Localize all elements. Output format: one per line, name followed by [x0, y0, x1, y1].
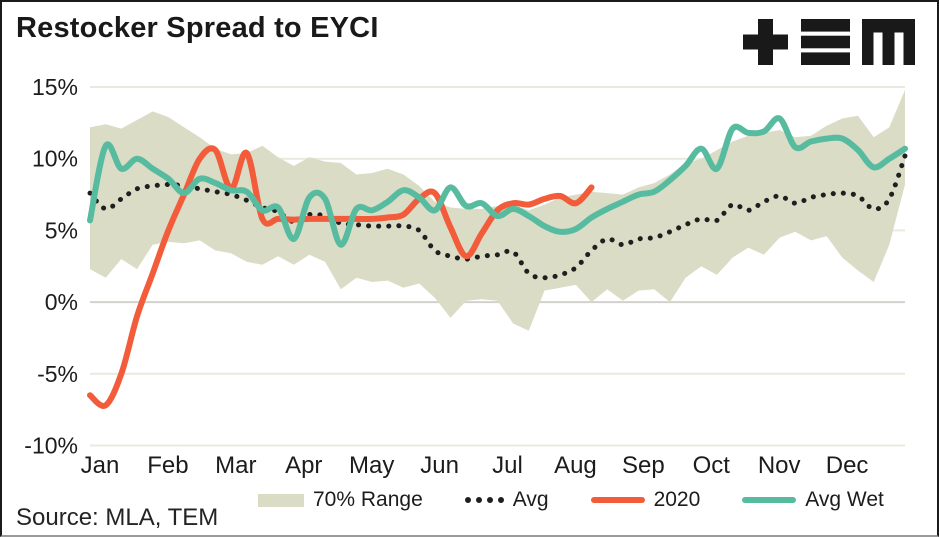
spread-chart: 15% 10% 5% 0% -5% -10%Jan Feb Mar Apr May Jun Jul Au…: [24, 74, 908, 479]
legend-item-range: 70% Range: [258, 488, 423, 512]
x-tick-label: Nov: [758, 452, 801, 479]
x-tick-label: May: [349, 452, 394, 479]
y-tick-label: -10%: [24, 433, 78, 459]
tem-logo: [743, 19, 915, 65]
x-tick-label: Jan: [81, 452, 120, 479]
legend-item-avgwet: Avg Wet: [742, 488, 884, 512]
range-swatch-icon: [258, 493, 304, 507]
legend-item-avg: Avg: [464, 488, 549, 512]
page-title: Restocker Spread to EYCI: [16, 12, 379, 44]
logo-m-icon: [862, 19, 915, 65]
legend-label: 70% Range: [313, 488, 423, 511]
y-tick-label: 15%: [32, 74, 78, 100]
line-2020: [87, 145, 595, 409]
legend-item-2020: 2020: [590, 488, 701, 512]
x-tick-label: Apr: [285, 452, 322, 479]
x-tick-label: Feb: [147, 452, 188, 479]
logo-bars-icon: [801, 19, 850, 65]
y-tick-label: -5%: [37, 361, 78, 387]
x-tick-label: Jul: [492, 452, 523, 479]
logo-plus-icon: [743, 19, 788, 65]
legend-label: Avg: [512, 488, 549, 511]
legend-label: Avg Wet: [805, 488, 884, 511]
y-tick-label: 5%: [45, 217, 78, 243]
x-tick-label: Aug: [554, 452, 597, 479]
legend-label: 2020: [653, 488, 701, 511]
avg-line: [87, 153, 908, 281]
dotted-line-icon: [464, 497, 504, 503]
x-tick-label: Mar: [215, 452, 256, 479]
teal-line-icon: [742, 497, 797, 503]
x-tick-label: Sep: [622, 452, 665, 479]
orange-line-icon: [590, 497, 645, 503]
y-tick-label: 10%: [32, 146, 78, 172]
source-note: Source: MLA, TEM: [16, 504, 219, 531]
x-tick-label: Dec: [826, 452, 869, 479]
y-tick-label: 0%: [45, 289, 78, 315]
avg-wet-line: [87, 115, 908, 248]
chart-legend: 70% Range Avg 2020 Avg Wet: [258, 488, 884, 512]
x-tick-label: Oct: [693, 452, 731, 479]
x-tick-label: Jun: [420, 452, 459, 479]
